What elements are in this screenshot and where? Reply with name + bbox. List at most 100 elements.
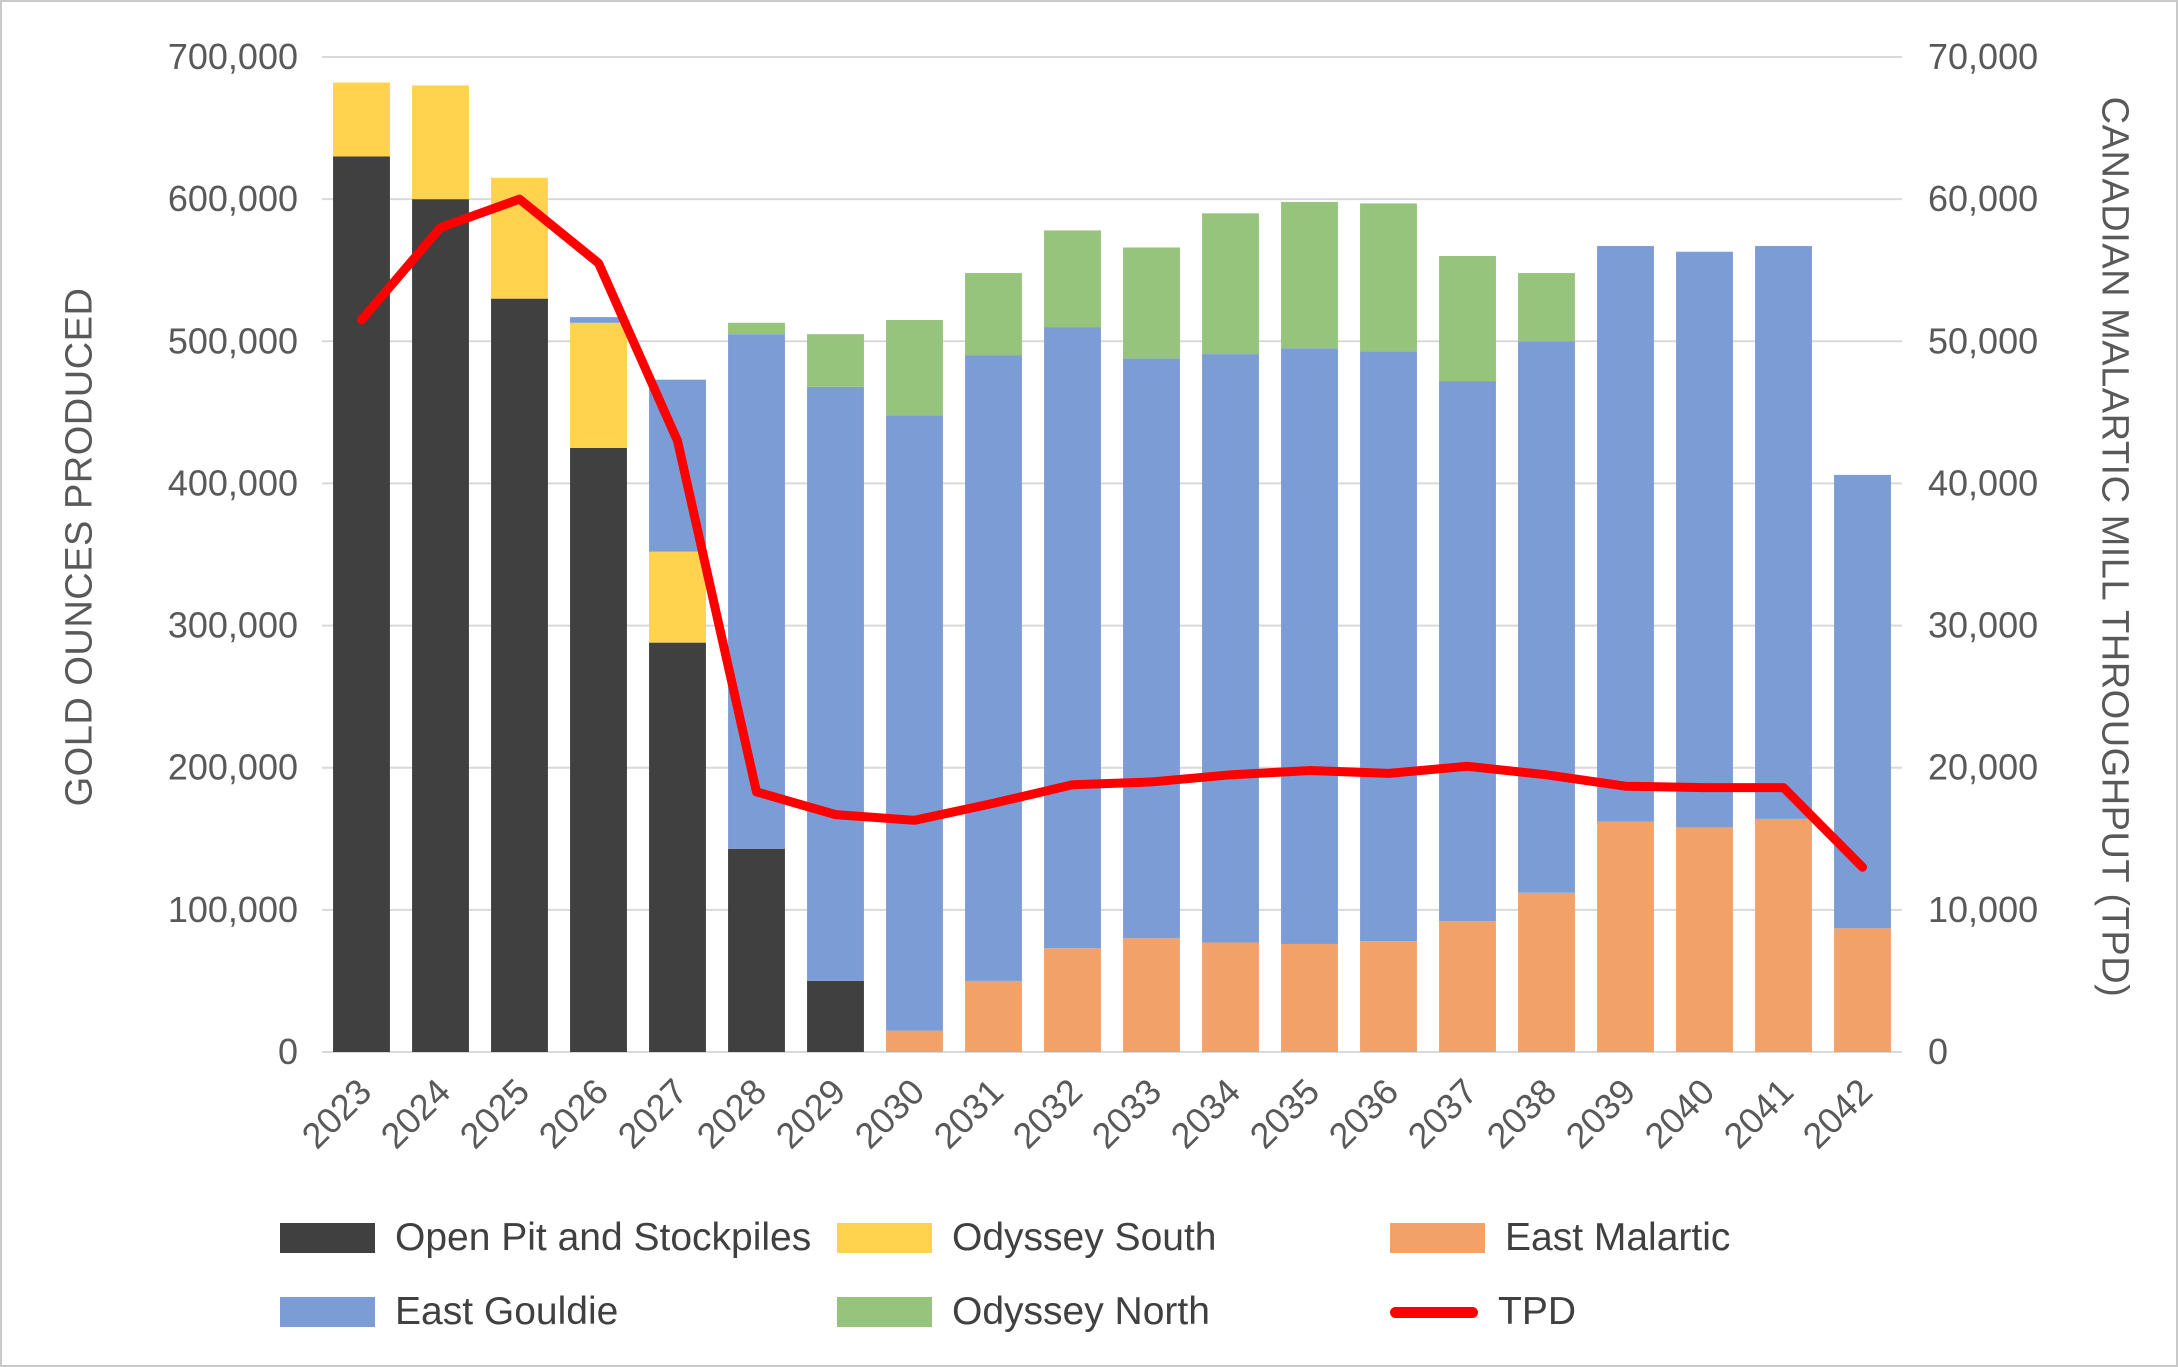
bar-segment-odyssey-south (570, 322, 627, 448)
left-axis-tick: 100,000 (168, 889, 298, 930)
bar-segment-east-malartic (1597, 821, 1654, 1052)
bar-segment-east-malartic (1439, 921, 1496, 1052)
legend-color-swatch (1390, 1223, 1485, 1253)
legend-color-swatch (280, 1297, 375, 1327)
x-axis-tick: 2038 (1479, 1071, 1565, 1157)
bar-segment-odyssey-north (965, 273, 1022, 356)
bar-segment-east-malartic (1755, 818, 1812, 1052)
bar-segment-odyssey-north (1360, 203, 1417, 352)
legend-label: East Malartic (1505, 1216, 1731, 1259)
bar-segment-east-gouldie (1676, 251, 1733, 828)
bar-segment-east-malartic (965, 980, 1022, 1052)
bar-segment-east-malartic (1834, 928, 1891, 1052)
right-axis-tick: 0 (1928, 1031, 1948, 1072)
bar-segment-open-pit-and-stockpiles (649, 642, 706, 1052)
bar-segment-east-malartic (1044, 948, 1101, 1052)
chart-legend: Open Pit and Stockpiles Odyssey South East… (280, 1214, 1730, 1336)
bar-segment-east-gouldie (1597, 246, 1654, 822)
bar-segment-east-gouldie (1755, 246, 1812, 819)
bar-segment-east-gouldie (1439, 381, 1496, 922)
bar-segment-odyssey-north (1044, 230, 1101, 328)
x-axis-tick: 2029 (768, 1071, 854, 1157)
bar-segment-odyssey-south (649, 551, 706, 643)
bar-segment-east-gouldie (1123, 358, 1180, 939)
x-axis-tick: 2030 (847, 1071, 933, 1157)
x-axis-tick: 2037 (1400, 1071, 1486, 1157)
right-axis-tick: 70,000 (1928, 36, 2038, 77)
left-axis-tick: 700,000 (168, 36, 298, 77)
right-axis-tick: 50,000 (1928, 320, 2038, 361)
bar-segment-east-gouldie (1202, 354, 1259, 943)
legend-label: Odyssey South (952, 1216, 1217, 1259)
x-axis-tick: 2036 (1321, 1071, 1407, 1157)
bar-segment-odyssey-north (1202, 213, 1259, 355)
x-axis-tick: 2026 (531, 1071, 617, 1157)
bar-segment-odyssey-north (1439, 256, 1496, 382)
bar-segment-east-malartic (1518, 892, 1575, 1052)
bar-segment-east-malartic (1676, 827, 1733, 1052)
bar-segment-east-gouldie (807, 386, 864, 981)
tpd-line (357, 194, 1867, 872)
legend-color-swatch (837, 1223, 932, 1253)
bar-segment-open-pit-and-stockpiles (570, 447, 627, 1053)
bar-segment-east-gouldie (1044, 327, 1101, 949)
bar-segment-open-pit-and-stockpiles (412, 199, 469, 1053)
x-axis-tick: 2023 (294, 1071, 380, 1157)
bar-segment-odyssey-north (1123, 247, 1180, 359)
bar-segment-east-gouldie (965, 355, 1022, 981)
right-axis-tick: 40,000 (1928, 462, 2038, 503)
x-axis-tick: 2034 (1163, 1071, 1249, 1157)
bar-segment-east-gouldie (1281, 348, 1338, 944)
bar-segment-odyssey-north (728, 322, 785, 335)
legend-line-swatch (1390, 1306, 1478, 1318)
x-axis-tick: 2024 (373, 1071, 459, 1157)
legend-item-odyssey-south: Odyssey South (837, 1214, 1390, 1262)
bar-segment-open-pit-and-stockpiles (491, 298, 548, 1053)
left-axis-tick: 600,000 (168, 178, 298, 219)
bar-segment-east-gouldie (1360, 351, 1417, 942)
bar-segment-open-pit-and-stockpiles (728, 848, 785, 1052)
bar-segment-odyssey-north (1518, 273, 1575, 342)
x-axis-tick: 2027 (610, 1071, 696, 1157)
right-axis-tick: 30,000 (1928, 605, 2038, 646)
bar-segment-open-pit-and-stockpiles (807, 980, 864, 1052)
x-axis-tick: 2031 (926, 1071, 1012, 1157)
x-axis-tick: 2042 (1795, 1071, 1881, 1157)
x-axis-tick: 2028 (689, 1071, 775, 1157)
left-axis-tick: 500,000 (168, 320, 298, 361)
left-axis-tick: 400,000 (168, 462, 298, 503)
right-axis-tick: 60,000 (1928, 178, 2038, 219)
bar-segment-east-malartic (1360, 941, 1417, 1052)
bar-segment-east-malartic (886, 1030, 943, 1052)
x-axis-tick: 2040 (1637, 1071, 1723, 1157)
left-axis-tick: 200,000 (168, 747, 298, 788)
bar-segment-odyssey-south (412, 85, 469, 200)
legend-item-east-malartic: East Malartic (1390, 1214, 1730, 1262)
bar-segment-odyssey-north (1281, 201, 1338, 349)
x-axis-tick: 2033 (1084, 1071, 1170, 1157)
left-axis-tick: 0 (278, 1031, 298, 1072)
legend-item-tpd: TPD (1390, 1288, 1730, 1336)
right-axis-tick: 10,000 (1928, 889, 2038, 930)
legend-label: Odyssey North (952, 1290, 1210, 1333)
x-axis-tick: 2041 (1716, 1071, 1802, 1157)
bar-segment-east-malartic (1202, 942, 1259, 1052)
legend-label: TPD (1498, 1290, 1576, 1333)
legend-color-swatch (280, 1223, 375, 1253)
bar-segment-odyssey-north (886, 319, 943, 416)
bar-segment-east-gouldie (1834, 474, 1891, 929)
x-axis-tick: 2032 (1005, 1071, 1091, 1157)
right-axis-tick: 20,000 (1928, 747, 2038, 788)
legend-item-open-pit-and-stockpiles: Open Pit and Stockpiles (280, 1214, 837, 1262)
x-axis-tick: 2035 (1242, 1071, 1328, 1157)
bar-segment-east-malartic (1281, 943, 1338, 1052)
bar-segment-east-malartic (1123, 938, 1180, 1052)
left-axis-tick: 300,000 (168, 605, 298, 646)
bar-segment-east-gouldie (1518, 341, 1575, 893)
x-axis-tick: 2039 (1558, 1071, 1644, 1157)
legend-label: East Gouldie (395, 1290, 619, 1333)
legend-color-swatch (837, 1297, 932, 1327)
bar-segment-open-pit-and-stockpiles (333, 156, 390, 1052)
